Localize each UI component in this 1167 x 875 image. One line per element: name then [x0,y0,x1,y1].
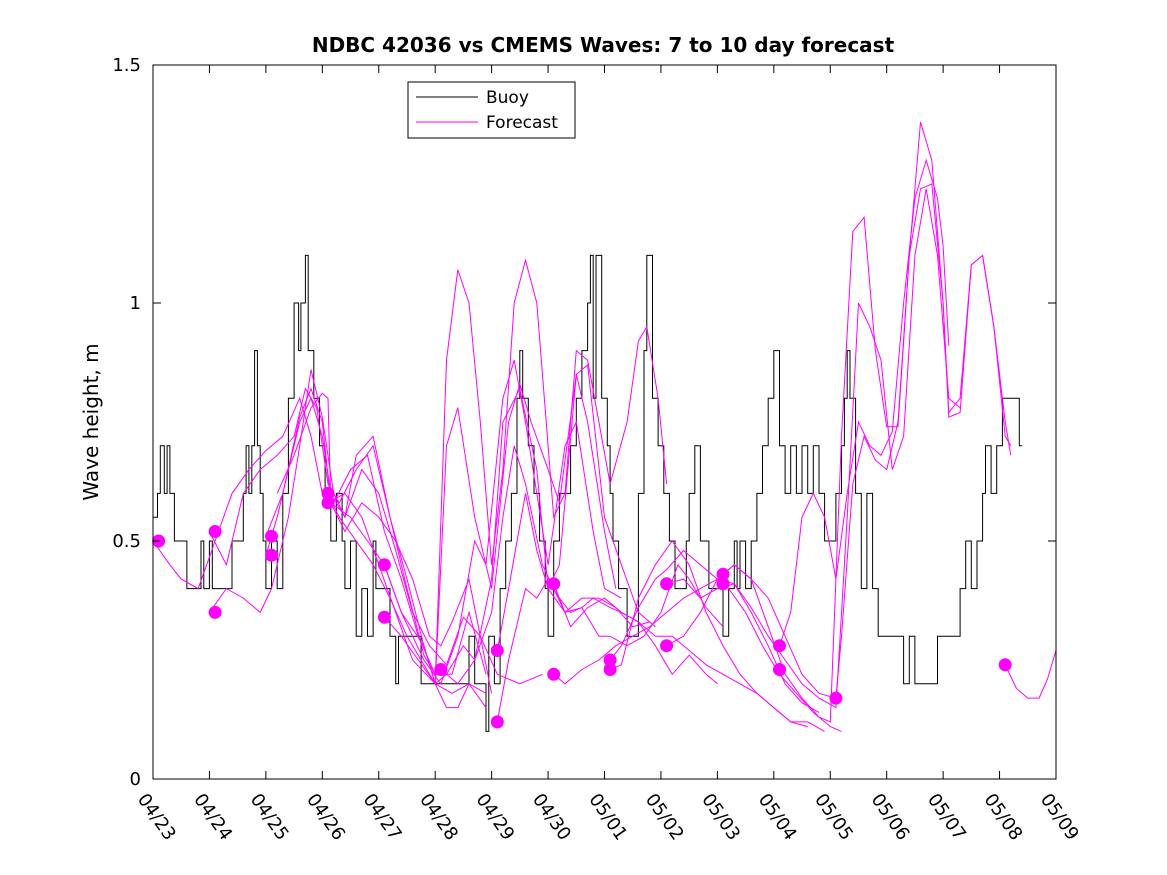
x-tick-label: 05/05 [810,790,857,845]
forecast-start-marker-10 [490,644,504,657]
forecast-start-marker-16 [660,577,674,591]
forecast-series-line-17 [609,540,808,728]
forecast-start-marker-11 [490,715,504,729]
forecast-start-marker-19 [716,577,730,591]
forecast-start-marker-18 [716,567,730,581]
x-tick-label: 04/26 [302,790,349,845]
x-tick-label: 05/06 [867,790,914,845]
x-tick-label: 05/01 [584,790,631,845]
forecast-start-marker-5 [321,486,335,500]
x-tick-label: 04/25 [246,790,293,845]
forecast-series-line-6 [276,392,487,709]
x-tick-label: 04/30 [528,790,575,845]
forecast-series-line-9 [383,359,622,685]
forecast-start-marker-8 [377,610,391,624]
forecast-series-line-22 [1004,650,1057,699]
forecast-start-marker-17 [660,639,674,653]
x-tick-label: 04/29 [472,790,519,845]
y-tick-label: 0.5 [112,531,141,552]
forecast-start-marker-1 [208,525,222,538]
y-tick-label: 1 [130,293,141,314]
x-tick-label: 04/28 [415,790,462,845]
legend-box [407,81,576,139]
forecast-start-marker-21 [773,663,786,676]
forecast-start-marker-2 [208,605,222,619]
y-axis-label: Wave height, m [79,343,103,500]
forecast-start-marker-7 [377,558,391,572]
x-tick-label: 05/09 [1036,790,1083,845]
x-tick-label: 04/27 [359,790,406,845]
x-tick-label: 05/02 [641,790,688,845]
forecast-start-marker-4 [265,548,278,562]
forecast-start-marker-3 [265,529,278,543]
x-tick-label: 04/24 [189,790,236,845]
forecast-start-marker-6 [321,496,335,510]
x-tick-label: 05/03 [697,790,744,845]
forecast-series-line-12 [496,493,718,685]
forecast-series-line-15 [553,578,820,713]
forecast-series-line-7 [327,258,668,686]
legend: Buoy Forecast [407,81,576,139]
forecast-series-line-1 [152,396,436,675]
y-tick-label: 0 [130,769,141,790]
y-axis: 0 0.5 1 1.5 [112,55,1056,790]
legend-label-forecast: Forecast [486,113,558,133]
x-tick-label: 05/07 [923,790,970,845]
series-layer [152,121,1057,732]
x-tick-label: 04/23 [133,790,180,845]
x-tick-label: 05/04 [754,790,801,845]
forecast-start-marker-13 [547,667,561,681]
chart-title: NDBC 42036 vs CMEMS Waves: 7 to 10 day f… [312,33,895,57]
forecast-start-marker-12 [547,577,561,591]
forecast-series-line-5 [265,387,493,694]
forecast-start-marker-14 [603,653,617,667]
forecast-start-marker-15 [603,663,617,676]
forecast-series-line-10 [384,445,650,685]
forecast-series-line-20 [722,183,1012,699]
forecast-start-marker-22 [829,691,843,705]
legend-label-buoy: Buoy [486,88,529,108]
forecast-series-line-21 [779,158,950,646]
forecast-series-line-13 [496,563,724,722]
forecast-start-marker-20 [773,639,786,653]
forecast-series-line-3 [208,369,487,675]
forecast-series-line-8 [327,374,617,685]
y-tick-label: 1.5 [112,55,141,76]
forecast-start-marker-23 [998,658,1012,672]
x-tick-label: 05/08 [979,790,1026,845]
marker-layer [152,486,1012,729]
forecast-start-marker-9 [434,663,448,676]
